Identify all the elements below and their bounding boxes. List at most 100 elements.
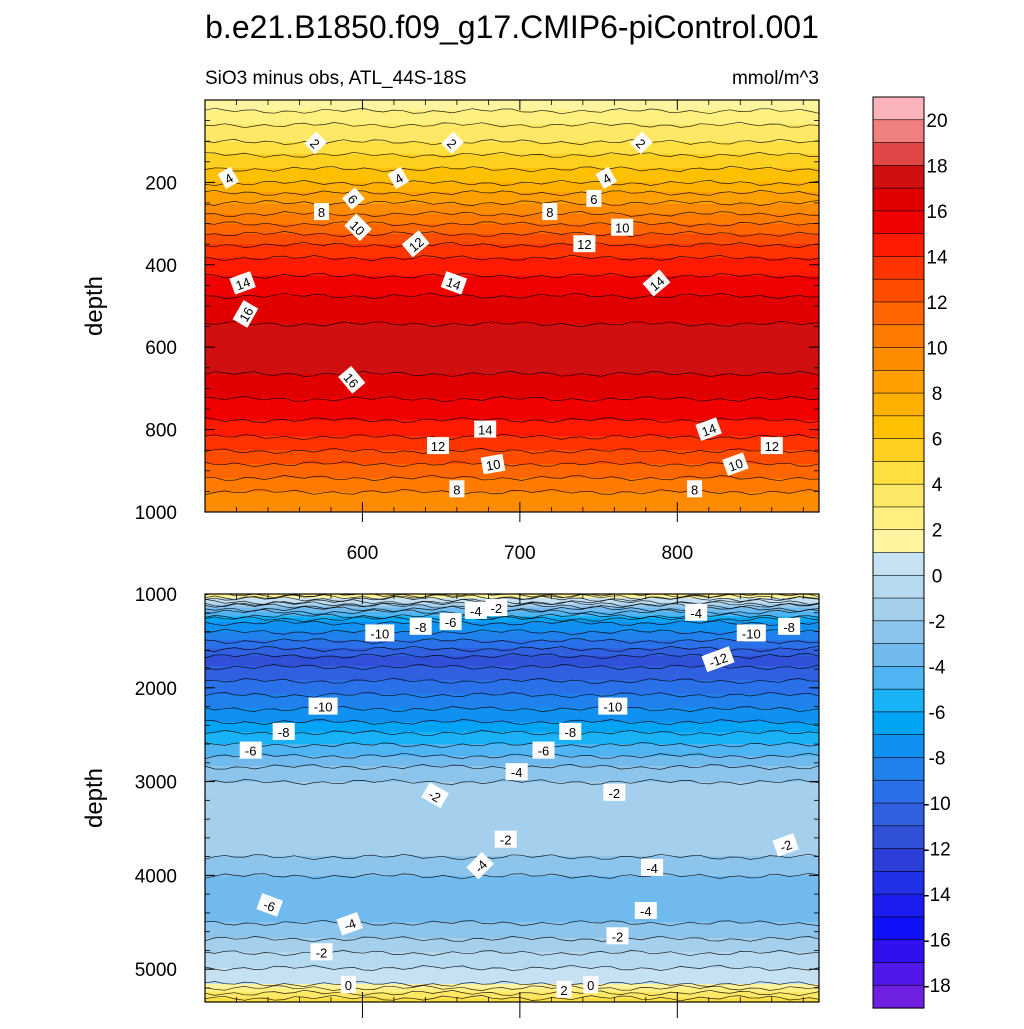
colorbar-label: 14 — [926, 247, 948, 268]
contour-line — [205, 595, 819, 602]
fill-band — [205, 908, 819, 911]
fill-band — [205, 650, 819, 653]
fill-band — [205, 164, 819, 167]
colorbar-swatch — [872, 734, 925, 759]
contour-label: -4 — [464, 601, 487, 619]
contour-label: -2 — [772, 833, 799, 857]
fill-band — [205, 338, 819, 341]
fill-band — [205, 396, 819, 399]
fill-band — [205, 662, 819, 665]
fill-band — [205, 782, 819, 785]
fill-band — [205, 354, 819, 357]
fill-band — [205, 374, 819, 377]
contour-line — [205, 719, 819, 726]
fill-band — [205, 690, 819, 693]
fill-band — [205, 670, 819, 673]
contour-line — [205, 613, 819, 620]
fill-band — [205, 740, 819, 743]
fill-band — [205, 932, 819, 935]
fill-band — [205, 788, 819, 791]
fill-band — [205, 360, 819, 363]
fill-band — [205, 696, 819, 699]
contour-label: -6 — [532, 741, 555, 759]
fill-band — [205, 326, 819, 329]
contour-label-box — [427, 437, 449, 455]
contour-line — [205, 395, 819, 403]
lower-panel-contour-labels: -2-4-6-8-10-4-10 -8-12-10 -10-8 -8-6 -6-4-2-… — [239, 599, 801, 998]
fill-band — [205, 472, 819, 475]
colorbar-swatch — [872, 324, 925, 349]
fill-band — [205, 160, 819, 163]
contour-label: 6 — [342, 187, 365, 210]
contour-label-box — [239, 741, 262, 759]
contour-line — [205, 677, 819, 685]
colorbar-swatch — [872, 301, 925, 326]
contour-label-box — [229, 271, 256, 295]
fill-band — [205, 112, 819, 115]
fill-band — [205, 810, 819, 813]
fill-band — [205, 880, 819, 883]
contour-label-box — [421, 782, 449, 809]
contour-line — [205, 594, 819, 601]
contour-label: 4 — [217, 166, 240, 189]
fill-band — [205, 270, 819, 273]
fill-band — [205, 666, 819, 669]
fill-band — [205, 234, 819, 237]
fill-band — [205, 120, 819, 123]
fill-band — [205, 268, 819, 271]
fill-band — [205, 312, 819, 315]
fill-band — [205, 492, 819, 495]
contour-label: -10 — [308, 697, 338, 715]
contour-label: 14 — [229, 271, 256, 295]
contour-line — [205, 615, 819, 623]
fill-band — [205, 914, 819, 917]
contour-line — [205, 964, 819, 972]
contour-label-box — [449, 480, 465, 498]
contour-label-box — [485, 599, 508, 617]
contour-line — [205, 447, 819, 455]
contour-label-box — [722, 452, 749, 476]
fill-band — [205, 444, 819, 447]
colorbar-swatch — [872, 916, 925, 941]
fill-band — [205, 178, 819, 181]
contour-label: 14 — [642, 269, 671, 297]
y-tick-label: 600 — [145, 338, 177, 359]
contour-line — [205, 199, 819, 206]
fill-band — [205, 194, 819, 197]
contour-line — [205, 778, 819, 785]
fill-band — [205, 400, 819, 403]
fill-band — [205, 490, 819, 493]
contour-label-text: 12 — [765, 439, 779, 454]
fill-band — [205, 976, 819, 979]
contour-label-box — [464, 601, 487, 619]
fill-band — [205, 432, 819, 435]
y-tick-label: 200 — [145, 173, 177, 194]
fill-band — [205, 820, 819, 823]
contour-label-text: 8 — [691, 482, 698, 497]
colorbar-swatch — [872, 666, 925, 690]
contour-label-text: 8 — [318, 205, 325, 220]
fill-band — [205, 724, 819, 727]
fill-band — [205, 702, 819, 705]
contour-label-box — [642, 269, 671, 297]
colorbar-swatch — [872, 96, 925, 121]
colorbar-swatch — [872, 802, 925, 827]
colorbar-swatch — [872, 984, 925, 1009]
colorbar-swatch — [872, 893, 925, 918]
fill-band — [205, 204, 819, 207]
fill-band — [205, 822, 819, 825]
contour-label-text: -6 — [245, 744, 257, 759]
fill-band — [205, 322, 819, 325]
fill-band — [205, 792, 819, 795]
fill-band — [205, 904, 819, 907]
fill-band — [205, 806, 819, 809]
fill-band — [205, 238, 819, 241]
fill-band — [205, 802, 819, 805]
colorbar-label: 10 — [926, 339, 947, 360]
fill-band — [205, 630, 819, 633]
colorbar-swatch — [872, 142, 925, 166]
fill-band — [205, 920, 819, 923]
contour-label-box — [736, 624, 766, 642]
contour-label-text: -10 — [742, 626, 761, 641]
fill-band — [205, 116, 819, 119]
